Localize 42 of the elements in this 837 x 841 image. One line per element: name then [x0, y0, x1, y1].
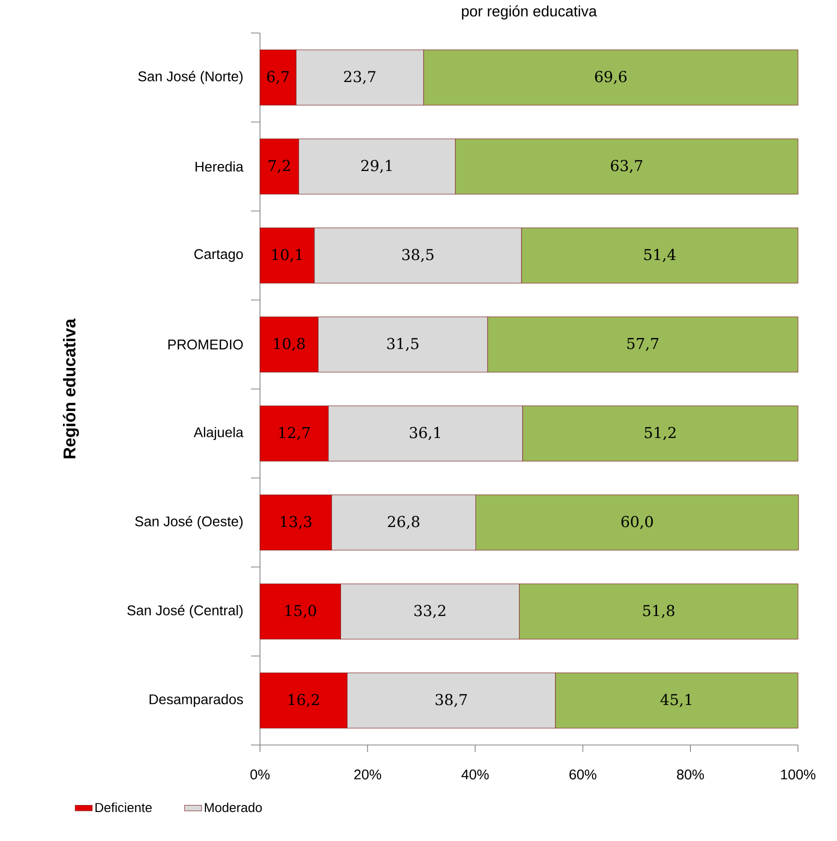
data-label: 63,7: [610, 160, 642, 174]
data-label: 38,5: [402, 248, 434, 262]
y-axis-title: Región educativa: [62, 318, 79, 458]
legend-label: Moderado: [204, 802, 262, 812]
data-label: 45,1: [660, 694, 692, 708]
data-label: 31,5: [387, 338, 418, 352]
x-tick-label: 20%: [354, 770, 382, 780]
data-label: 23,7: [344, 70, 376, 84]
data-label: 51,4: [644, 248, 676, 262]
x-tick-label: 80%: [676, 770, 704, 780]
data-label: 36,1: [410, 426, 440, 440]
x-tick-label: 0%: [250, 770, 270, 780]
x-tick-label: 40%: [462, 770, 489, 780]
data-label: 29,1: [361, 160, 392, 174]
y-tick-label: PROMEDIO: [168, 340, 243, 350]
data-label: 69,6: [595, 70, 627, 84]
data-label: 13,3: [280, 516, 312, 530]
y-tick-label: San José (Norte): [138, 70, 243, 84]
y-tick-label: Cartago: [194, 249, 243, 262]
data-label: 38,7: [436, 694, 467, 708]
y-tick-label: Alajuela: [194, 426, 244, 440]
chart-title: por región educativa: [462, 5, 597, 20]
x-tick-label: 100%: [781, 770, 816, 780]
data-label: 60,0: [621, 516, 653, 530]
data-label: 57,7: [627, 338, 658, 351]
data-label: 16,2: [288, 694, 319, 708]
data-label: 51,2: [644, 426, 676, 440]
y-tick-label: San José (Central): [127, 604, 243, 618]
y-tick-label: Desamparados: [150, 694, 243, 708]
data-label: 51,8: [643, 604, 674, 618]
data-label: 12,7: [279, 426, 310, 440]
legend-label: Deficiente: [96, 802, 152, 812]
data-label: 10,8: [274, 338, 305, 352]
data-label: 33,2: [414, 604, 446, 618]
y-tick-label: Heredia: [196, 161, 244, 172]
data-label: 15,0: [285, 604, 316, 618]
data-label: 6,7: [267, 70, 289, 84]
data-label: 26,8: [388, 516, 420, 530]
data-label: 10,1: [272, 248, 302, 262]
data-label: 7,2: [268, 160, 290, 174]
x-tick-label: 60%: [569, 770, 596, 780]
y-tick-label: San José (Oeste): [135, 516, 243, 530]
